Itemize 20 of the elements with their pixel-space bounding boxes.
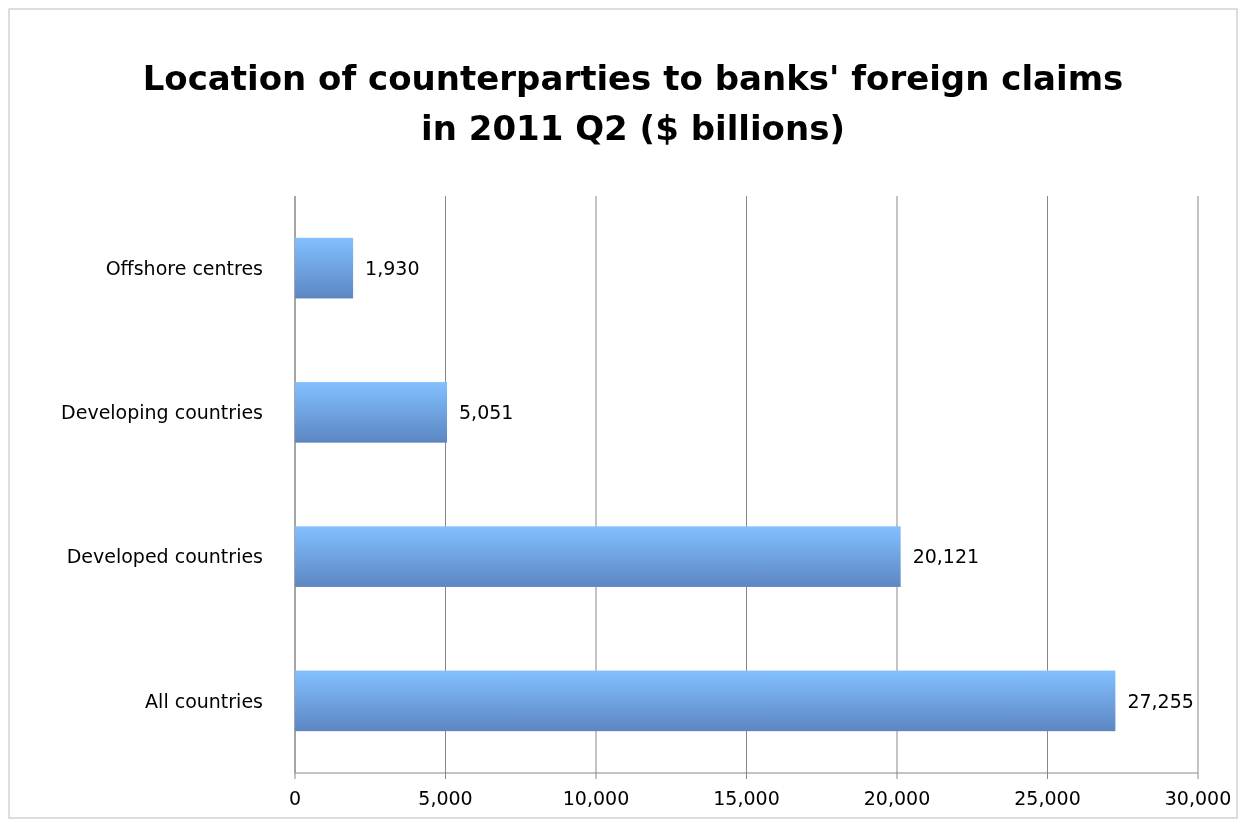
x-tick-label: 20,000 bbox=[863, 787, 931, 809]
data-label: 20,121 bbox=[912, 545, 980, 568]
x-tick-label: 0 bbox=[288, 787, 302, 809]
x-tick-label: 5,000 bbox=[418, 787, 473, 809]
data-label: 1,930 bbox=[365, 256, 420, 279]
x-tick-label: 10,000 bbox=[562, 787, 630, 809]
y-tick-label: Offshore centres bbox=[105, 256, 263, 279]
data-label: 27,255 bbox=[1127, 689, 1194, 712]
data-label: 5,051 bbox=[459, 401, 514, 424]
bar bbox=[295, 526, 901, 587]
x-tick-label: 15,000 bbox=[713, 787, 780, 809]
y-tick-label: Developing countries bbox=[61, 401, 263, 424]
y-tick-label: All countries bbox=[145, 689, 263, 712]
bar bbox=[295, 382, 448, 443]
bar bbox=[295, 237, 354, 299]
y-tick-label: Developed countries bbox=[66, 545, 263, 568]
x-tick-label: 30,000 bbox=[1164, 787, 1232, 809]
x-tick-label: 25,000 bbox=[1014, 787, 1081, 809]
bar bbox=[295, 670, 1116, 732]
chart-title: Location of counterparties to banks' foreign claims in 2011 Q2 ($ billions) bbox=[142, 58, 1124, 148]
